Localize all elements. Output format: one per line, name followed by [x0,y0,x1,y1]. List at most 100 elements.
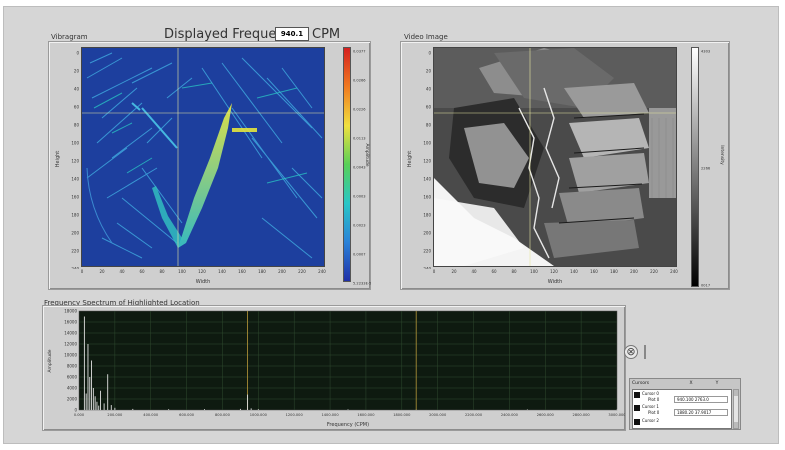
video-y-tick: 0 [428,51,431,56]
vibragram-x-tick: 40 [119,269,125,274]
spectrum-x-tick: 1800.000 [393,413,411,417]
vibragram-x-tick: 240 [318,269,326,274]
cursor-row-0[interactable]: Cursor 0 Plot 0 940.100 2763.0 [634,391,730,404]
spectrum-x-tick: 400.000 [143,413,159,417]
vibragram-y-tick: 0 [76,51,79,56]
frequency-input[interactable]: 940.1 [275,27,309,41]
video-x-axis: 0 20 40 60 80 100 120 140 160 180 200 220 240 Width [433,269,678,285]
vibragram-x-tick: 180 [258,269,266,274]
vibragram-y-tick: 140 [71,177,79,182]
vibragram-colorbar-scale: 0.0377 0.0266 0.0226 0.0113 0.0043 0.0003 0.00… [353,50,371,286]
spectrum-x-tick: 2200.000 [465,413,483,417]
spectrum-y-label: Amplitude [47,349,53,372]
spectrum-trace [83,316,618,410]
spectrum-x-tick: 600.000 [179,413,195,417]
cursor-legend-header-name: Cursors [632,381,650,386]
spectrum-y-tick: 18000 [64,309,77,314]
cursor-legend-header: Cursors X Y [632,381,732,388]
video-colorbar[interactable] [691,47,699,287]
spectrum-y-tick: 6000 [67,375,78,380]
vibragram-colorbar-tick: 0.0377 [353,50,366,54]
vibragram-x-tick: 120 [198,269,206,274]
cursor-row-2[interactable]: Cursor 2 [634,418,730,428]
vibragram-y-tick: 100 [71,141,79,146]
cursor-1-name: Cursor 1 [642,404,659,409]
spectrum-x-label: Frequency (CPM) [327,422,369,428]
video-x-tick: 200 [630,269,638,274]
cursor-1-value[interactable]: 1880.20 37.9017 [674,409,728,416]
cursor-0-swatch [634,392,640,398]
video-x-tick: 20 [451,269,457,274]
vibragram-title: Vibragram [51,33,88,41]
vibragram-y-tick: 180 [71,213,79,218]
vibragram-y-tick: 240 [71,267,79,270]
cursor-legend: Cursors X Y Cursor 0 Plot 0 940.100 2763… [629,378,741,430]
cursor-move-icon[interactable]: ⊗ [624,345,638,359]
video-x-tick: 240 [670,269,678,274]
spectrum-x-tick: 1400.000 [321,413,339,417]
video-x-tick: 60 [491,269,497,274]
spectrum-y-tick: 2000 [67,397,78,402]
spectrum-x-tick: 1000.000 [250,413,268,417]
video-frame [434,48,676,266]
spectrum-y-tick: 10000 [64,353,77,358]
spectrum-y-ticks: 18000 16000 14000 12000 10000 8000 6000 4000 200… [64,309,77,413]
vibragram-y-tick: 160 [71,195,79,200]
vibragram-x-tick: 100 [178,269,186,274]
video-y-axis: Height 0 20 40 60 80 100 120 140 160 180 200 220 240 [407,51,432,270]
video-y-tick: 220 [423,249,431,254]
cursor-0-value[interactable]: 940.100 2763.0 [674,396,728,403]
vibragram-y-tick: 80 [74,123,80,128]
video-y-tick: 80 [426,123,432,128]
spectrum-chart[interactable]: 18000 16000 14000 12000 10000 8000 6000 4000 200… [43,306,625,430]
vibragram-colorbar-tick: 0.0003 [353,195,366,199]
video-x-tick: 40 [471,269,477,274]
vibragram-panel: Height 0 20 40 60 80 100 120 140 160 180 200 220 240… [48,41,371,290]
video-x-tick: 220 [650,269,658,274]
cursor-1-swatch [634,405,640,411]
spectrum-x-tick: 1600.000 [357,413,375,417]
spectrum-x-tick: 2600.000 [537,413,555,417]
video-y-tick: 40 [426,87,432,92]
video-colorbar-scale: 4303 2266 0017 Intensity [701,50,725,288]
vibragram-y-tick: 40 [74,87,80,92]
cursor-legend-scrollbar[interactable] [733,389,739,429]
spectrum-grid [79,311,617,410]
vibragram-colorbar-tick: 0.0007 [353,253,366,257]
vibragram-colorbar-label: Amplitude [364,143,370,166]
vibragram-image[interactable] [81,47,325,267]
video-y-tick: 20 [426,69,432,74]
video-y-tick: 180 [423,213,431,218]
spectrum-cursors [247,311,417,410]
vibragram-y-tick: 200 [71,231,79,236]
vibragram-colorbar[interactable] [343,47,351,282]
spectrum-x-tick: 2800.000 [573,413,591,417]
cursor-row-1[interactable]: Cursor 1 Plot 0 1880.20 37.9017 [634,404,730,417]
spectrum-x-tick: 800.000 [215,413,231,417]
video-y-tick: 100 [423,141,431,146]
vibragram-colorbar-tick: 0.0043 [353,166,366,170]
vibragram-x-tick: 0 [81,269,84,274]
scroll-up-icon[interactable] [734,390,738,396]
video-x-tick: 160 [590,269,598,274]
spectrum-y-tick: 12000 [64,342,77,347]
video-colorbar-label: Intensity [719,145,725,165]
scroll-down-icon[interactable] [734,422,738,428]
video-image[interactable] [433,47,677,267]
vibragram-x-tick: 220 [298,269,306,274]
video-colorbar-tick: 0017 [701,284,710,288]
vibragram-x-axis: 0 20 40 60 80 100 120 140 160 180 200 220 240 Width [81,269,326,285]
video-x-label: Width [548,279,563,285]
cursor-legend-header-x: X [689,381,693,386]
vibragram-x-tick: 60 [139,269,145,274]
spectrum-y-tick: 0 [74,408,77,413]
front-panel: Displayed Frequency 940.1 CPM Vibragram [3,6,779,444]
spectrum-y-tick: 4000 [67,386,78,391]
spectrum-x-tick: 3000.000 [608,413,625,417]
video-panel: Height 0 20 40 60 80 100 120 140 160 180 200 220 240… [400,41,730,290]
video-x-tick: 140 [570,269,578,274]
spectrum-y-tick: 16000 [64,320,77,325]
spectrum-x-tick: 2000.000 [429,413,447,417]
vibragram-y-tick: 120 [71,159,79,164]
vibragram-x-tick: 160 [238,269,246,274]
